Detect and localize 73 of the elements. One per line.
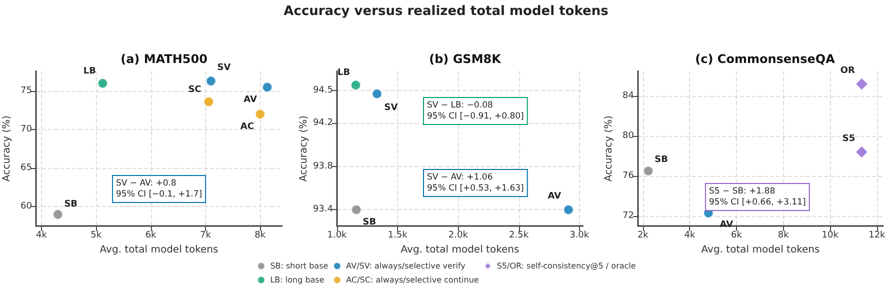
y-tick-label: 80: [622, 131, 634, 141]
y-tick-label: 72: [622, 211, 634, 221]
annotation: S5: [842, 134, 856, 144]
point: [262, 81, 273, 93]
annotation: AV: [244, 95, 257, 106]
chart-title: (c) CommonsenseQA: [695, 52, 836, 66]
y-tick-label: 94.5: [312, 86, 333, 96]
x-tick-label: 3.0k: [570, 230, 590, 240]
point: [562, 204, 574, 216]
y-tick-label: 60: [20, 202, 32, 212]
x-tick-label: 2.0k: [448, 230, 469, 240]
legend-label: LB: long base: [270, 276, 324, 284]
y-tick-label: 93.4: [312, 204, 334, 215]
x-axis-title: Avg. total model tokens: [701, 244, 820, 256]
point: [854, 76, 869, 92]
point: [96, 78, 108, 90]
text: Accuracy versus realized total model tokens: [284, 4, 609, 19]
x-tick-label: 6k: [731, 230, 743, 240]
x-tick-label: 6k: [145, 230, 158, 240]
x-tick-label: 12k: [868, 230, 886, 240]
annotation: LB: [83, 66, 96, 76]
annotation: SB: [654, 155, 668, 165]
x-tick-label: 5k: [90, 230, 102, 240]
x-tick-label: 7k: [200, 230, 212, 240]
annotation: SV − AV: +1.06 95% CI [+0.53, +1.63]: [427, 172, 524, 194]
annotation: SV: [217, 63, 231, 74]
point: [52, 208, 64, 220]
legend-label: SB: short base: [270, 262, 328, 270]
point: [350, 79, 362, 91]
x-tick-label: 2.5k: [509, 230, 530, 240]
point: [350, 204, 362, 216]
y-tick-label: 84: [622, 91, 634, 101]
y-tick-label: 94.2: [312, 118, 333, 128]
annotation: AV: [548, 192, 562, 202]
point: [205, 75, 217, 87]
x-tick-label: 8k: [778, 230, 790, 240]
y-axis-title: Accuracy (%): [2, 115, 12, 182]
annotation: SV − LB: −0.08 95% CI [−0.91, +0.80]: [427, 100, 524, 122]
annotation: OR: [840, 66, 856, 76]
x-tick-label: 4k: [36, 230, 48, 240]
y-tick-label: 70: [20, 124, 32, 135]
legend-label: S5/OR: self-consistency@5 / oracle: [496, 262, 636, 270]
annotation: S5 − SB: +1.88 95% CI [+0.66, +3.11]: [709, 186, 806, 208]
point: [642, 165, 654, 177]
x-tick-label: 10k: [822, 230, 840, 240]
annotation: LB: [337, 68, 350, 78]
x-axis-title: Avg. total model tokens: [400, 244, 520, 256]
y-axis-title: Accuracy (%): [604, 115, 614, 182]
annotation: SV − AV: +0.8 95% CI [−0.1, +1.7]: [116, 178, 202, 200]
legend-label: AC/SC: always/selective continue: [346, 276, 479, 284]
x-tick-label: 8k: [254, 230, 266, 240]
annotation: SC: [188, 84, 202, 95]
chart-title: (b) GSM8K: [429, 52, 502, 66]
point: [854, 144, 869, 160]
annotation: AC: [240, 122, 254, 132]
x-tick-label: 4k: [684, 230, 696, 240]
y-tick-label: 93.8: [312, 161, 334, 172]
x-tick-label: 2k: [637, 230, 650, 240]
annotation: SB: [362, 218, 376, 228]
annotation: SV: [384, 102, 398, 113]
x-axis-title: Avg. total model tokens: [100, 244, 218, 256]
y-tick-label: 75: [20, 86, 32, 96]
point: [203, 96, 214, 108]
y-tick-label: 76: [622, 171, 634, 181]
annotation: SB: [64, 199, 78, 210]
x-tick-label: 1.0k: [327, 230, 348, 240]
point: [254, 108, 266, 120]
y-axis-title: Accuracy (%): [298, 115, 310, 182]
chart-title: (a) MATH500: [120, 52, 208, 66]
point: [371, 88, 383, 100]
x-tick-label: 1.5k: [388, 230, 408, 240]
y-tick-label: 65: [20, 163, 32, 174]
legend-label: AV/SV: always/selective verify: [346, 262, 466, 270]
